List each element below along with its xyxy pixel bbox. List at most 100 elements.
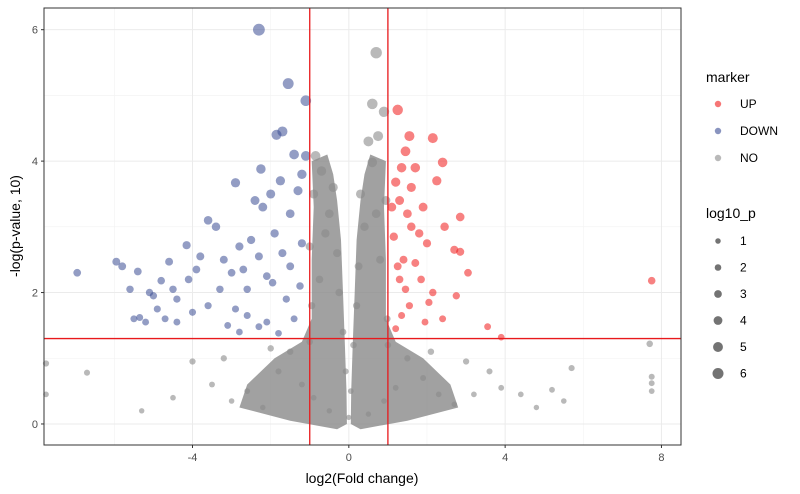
point-down <box>266 189 276 199</box>
point-down <box>278 249 287 258</box>
point-up <box>421 318 429 326</box>
point-up <box>464 268 472 277</box>
point-down <box>239 265 248 274</box>
point-down <box>230 178 241 188</box>
point-up <box>439 315 447 323</box>
point-down <box>192 265 201 274</box>
legend-size-key <box>714 290 722 298</box>
point-down <box>250 196 260 205</box>
point-up <box>387 202 397 212</box>
point-no <box>381 398 387 404</box>
point-down <box>157 276 165 285</box>
point-down <box>253 23 265 36</box>
point-up <box>392 104 403 116</box>
point-down <box>173 295 181 303</box>
point-no <box>561 398 567 404</box>
point-no <box>376 255 385 264</box>
point-up <box>411 259 420 267</box>
point-no <box>342 368 349 375</box>
point-no <box>383 315 391 323</box>
no-cloud-right <box>350 154 459 430</box>
point-down <box>184 275 193 284</box>
legend-size: log10_p 1 2 3 4 5 6 <box>706 205 756 381</box>
point-no <box>220 355 227 362</box>
point-down <box>196 252 205 261</box>
point-down <box>268 278 277 287</box>
point-down <box>263 318 271 326</box>
point-down <box>243 311 251 320</box>
non-significant-cloud <box>239 154 459 430</box>
legend-size-key <box>712 368 724 379</box>
point-no <box>549 386 555 393</box>
point-up <box>395 196 405 205</box>
point-no <box>373 131 384 142</box>
point-down <box>256 164 266 174</box>
point-no <box>335 288 343 297</box>
legend-size-label: 2 <box>740 261 747 275</box>
point-up <box>440 222 449 232</box>
point-no <box>363 136 374 147</box>
legend-label-down: DOWN <box>740 124 778 138</box>
point-up <box>395 275 404 284</box>
point-up <box>401 285 410 294</box>
point-no <box>648 380 655 387</box>
legend-key-no <box>714 154 722 162</box>
point-no <box>347 388 354 394</box>
point-no <box>324 209 334 219</box>
point-no <box>275 368 282 375</box>
point-no <box>381 196 391 205</box>
point-down <box>293 186 303 196</box>
point-no <box>392 384 399 391</box>
axes: -4 0 4 8 0 2 4 6 <box>32 25 665 464</box>
point-up <box>399 255 408 264</box>
point-no <box>568 365 575 372</box>
point-down <box>282 295 290 303</box>
point-down <box>219 255 228 264</box>
point-down <box>182 241 191 250</box>
point-no <box>353 302 361 310</box>
point-down <box>282 78 294 90</box>
point-no <box>309 189 319 199</box>
legend-size-label: 5 <box>740 340 747 354</box>
point-no <box>355 189 366 199</box>
legend-size-key <box>713 316 723 325</box>
point-down <box>149 292 158 300</box>
point-no <box>339 328 347 336</box>
point-up <box>427 133 438 144</box>
x-tick-label: 8 <box>658 452 664 464</box>
point-no <box>209 381 215 388</box>
point-no <box>310 394 317 401</box>
point-down <box>118 262 127 271</box>
point-no <box>328 182 338 192</box>
point-no <box>316 166 327 176</box>
threshold-lines <box>44 8 681 445</box>
point-up <box>393 262 402 271</box>
legend-size-label: 1 <box>740 234 747 248</box>
point-up <box>415 229 424 238</box>
legend-size-key <box>714 264 722 271</box>
x-tick-label: -4 <box>188 452 198 464</box>
grid <box>44 8 681 445</box>
point-no <box>427 348 435 355</box>
point-up <box>429 288 437 297</box>
point-down <box>286 262 295 271</box>
x-tick-label: 4 <box>502 452 508 464</box>
legend-label-up: UP <box>740 97 757 111</box>
point-up <box>422 239 432 248</box>
point-down <box>271 129 282 140</box>
point-no <box>315 275 324 284</box>
point-down <box>297 169 307 179</box>
point-no <box>354 262 363 271</box>
point-no <box>228 398 235 404</box>
point-no <box>43 391 49 398</box>
point-up <box>455 212 465 222</box>
point-up <box>400 146 411 157</box>
point-no <box>244 388 251 394</box>
legend-marker-title: marker <box>706 69 750 85</box>
point-down <box>262 272 271 280</box>
point-up <box>418 202 428 212</box>
point-no <box>189 358 196 365</box>
point-up <box>425 298 433 307</box>
point-down <box>165 257 174 266</box>
point-down <box>255 323 263 331</box>
